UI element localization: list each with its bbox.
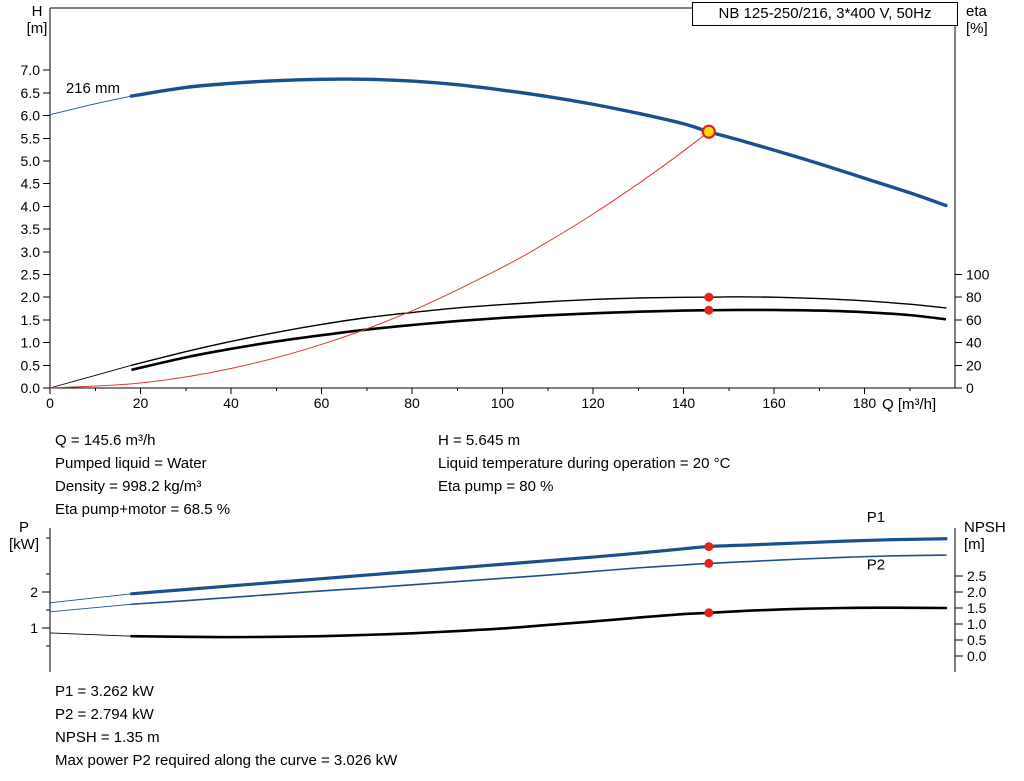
- p2-point: [704, 558, 714, 568]
- curve-label-p1: P1: [867, 509, 885, 526]
- p2-curve-lead-in: [49, 603, 132, 613]
- info-eta-pump: Eta pump = 80 %: [438, 478, 554, 495]
- eta-pump-point: [704, 292, 714, 302]
- p-axis-title: P [kW]: [2, 519, 46, 553]
- head-curve-216mm-lead-in: [49, 95, 132, 116]
- h-tick-label: 0.0: [21, 380, 41, 396]
- info-npsh-value: NPSH = 1.35 m: [55, 729, 160, 746]
- info-max-power-p2: Max power P2 required along the curve = …: [55, 752, 398, 769]
- eta-axis-unit: [%]: [966, 20, 988, 37]
- info-q-value: Q = 145.6 m³/h: [55, 432, 156, 449]
- npsh-tick-label: 0.5: [967, 632, 987, 648]
- h-tick-label: 4.0: [21, 198, 41, 214]
- eta-tick-label: 0: [966, 380, 974, 396]
- h-tick-label: 0.5: [21, 357, 41, 373]
- eta-tick-label: 20: [966, 357, 982, 373]
- h-axis-unit: [m]: [26, 20, 48, 37]
- info-h-value: H = 5.645 m: [438, 432, 521, 449]
- npsh-tick-label: 2.0: [967, 584, 987, 600]
- npsh-curve: [130, 606, 948, 639]
- p-tick-label: 2: [30, 584, 38, 600]
- eta-pump-curve-lead-in: [49, 364, 132, 389]
- eta-tick-label: 80: [966, 289, 982, 305]
- h-tick-label: 6.5: [21, 85, 41, 101]
- h-tick-label: 7.0: [21, 62, 41, 78]
- pump-model-title: NB 125-250/216, 3*400 V, 50Hz: [692, 2, 958, 26]
- h-tick-label: 5.0: [21, 153, 41, 169]
- power-npsh-series: [49, 537, 948, 639]
- x-tick-label: 20: [133, 395, 149, 411]
- h-tick-label: 6.0: [21, 108, 41, 124]
- q-axis-label: Q [m³/h]: [882, 396, 937, 413]
- x-tick-label: 160: [762, 395, 786, 411]
- h-tick-label: 3.5: [21, 221, 41, 237]
- hq-axes: [43, 7, 962, 394]
- h-tick-label: 4.5: [21, 176, 41, 192]
- h-tick-label: 5.5: [21, 130, 41, 146]
- power-npsh-axes: [42, 528, 963, 672]
- h-axis-symbol: H: [31, 3, 43, 20]
- eta-tick-label: 100: [966, 266, 990, 282]
- eta-tick-label: 60: [966, 312, 982, 328]
- eta-pump-motor-curve: [131, 308, 947, 372]
- eta-axis-symbol: eta: [966, 3, 987, 20]
- eta-tick-label: 40: [966, 335, 982, 351]
- npsh-tick-label: 0.0: [967, 648, 987, 664]
- npsh-axis-title: NPSH [m]: [964, 519, 1018, 553]
- info-pumped-liquid: Pumped liquid = Water: [55, 455, 207, 472]
- h-tick-label: 2.5: [21, 266, 41, 282]
- npsh-point: [704, 608, 714, 618]
- npsh-tick-label: 2.5: [967, 568, 987, 584]
- power-info-column: P1 = 3.262 kW P2 = 2.794 kW NPSH = 1.35 …: [55, 680, 397, 772]
- duty-point: [701, 124, 716, 139]
- x-tick-label: 0: [46, 395, 54, 411]
- p-axis-unit: [kW]: [9, 536, 39, 553]
- duty-system-curve: [49, 131, 710, 389]
- p1-point: [704, 542, 714, 552]
- x-tick-label: 180: [853, 395, 877, 411]
- info-liquid-temperature: Liquid temperature during operation = 20…: [438, 455, 731, 472]
- curve-label-216mm: 216 mm: [66, 80, 120, 97]
- info-eta-pump-motor: Eta pump+motor = 68.5 %: [55, 501, 231, 518]
- curve-label-p2: P2: [867, 557, 885, 574]
- info-density: Density = 998.2 kg/m³: [55, 478, 202, 495]
- x-tick-label: 80: [404, 395, 420, 411]
- x-tick-label: 60: [314, 395, 330, 411]
- p1-curve-lead-in: [49, 593, 132, 604]
- x-tick-label: 120: [581, 395, 605, 411]
- npsh-tick-label: 1.0: [967, 616, 987, 632]
- info-p1-value: P1 = 3.262 kW: [55, 683, 154, 700]
- head-curve-216mm: [129, 77, 948, 208]
- info-p2-value: P2 = 2.794 kW: [55, 706, 154, 723]
- eta-pump-curve: [130, 296, 947, 366]
- duty-info-left-column: Q = 145.6 m³/h Pumped liquid = Water Den…: [55, 429, 230, 521]
- hq-series: [49, 77, 948, 389]
- p-tick-label: 1: [30, 620, 38, 636]
- npsh-axis-symbol: NPSH: [964, 519, 1006, 536]
- npsh-tick-label: 1.5: [967, 600, 987, 616]
- x-tick-label: 40: [223, 395, 239, 411]
- x-tick-label: 100: [491, 395, 515, 411]
- x-tick-label: 140: [672, 395, 696, 411]
- p2-curve: [130, 554, 947, 606]
- h-tick-label: 1.5: [21, 312, 41, 328]
- h-axis-title: H [m]: [18, 3, 56, 37]
- p1-curve: [129, 537, 948, 596]
- h-tick-label: 1.0: [21, 335, 41, 351]
- duty-info-right-column: H = 5.645 m Liquid temperature during op…: [438, 429, 730, 498]
- h-tick-label: 3.0: [21, 244, 41, 260]
- p-axis-symbol: P: [18, 519, 29, 536]
- h-tick-label: 2.0: [21, 289, 41, 305]
- npsh-axis-unit: [m]: [964, 536, 985, 553]
- eta-pump-motor-point: [704, 305, 714, 315]
- npsh-curve-lead-in: [49, 632, 132, 637]
- eta-axis-title: eta [%]: [966, 3, 1012, 37]
